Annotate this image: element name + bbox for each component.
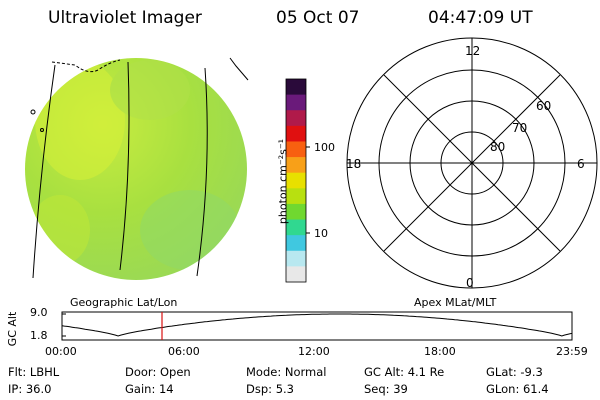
colorbar-segment — [286, 141, 306, 158]
orbit-altitude-plot — [61, 311, 573, 341]
colorbar-segment — [286, 250, 306, 267]
uv-image-disk — [25, 57, 249, 280]
colorbar-unit-label: photon cm⁻²s⁻¹ — [276, 138, 290, 225]
orbit-xtick: 06:00 — [168, 345, 200, 358]
colorbar-segment — [286, 125, 306, 142]
longitude-line — [119, 61, 130, 271]
status-glat: GLat: -9.3 — [486, 365, 543, 379]
mlt-label-12: 12 — [465, 44, 481, 58]
mlat-label-70: 70 — [512, 121, 528, 135]
status-flt: Flt: LBHL — [8, 365, 60, 379]
orbit-xtick: 12:00 — [298, 345, 330, 358]
orbit-xtick: 18:00 — [424, 345, 456, 358]
status-door: Door: Open — [125, 365, 191, 379]
status-dsp: Dsp: 5.3 — [246, 382, 294, 396]
mlat-label-80: 80 — [490, 140, 506, 154]
longitude-line — [32, 64, 56, 279]
colorbar-segment — [286, 203, 306, 221]
orbit-ytick-1-8: 1.8 — [30, 329, 48, 342]
polar-mlt-plot — [346, 37, 598, 289]
orbit-xtick: 23:59 — [556, 345, 588, 358]
coastline — [51, 59, 121, 73]
altitude-curve — [61, 313, 573, 337]
colorbar-tick-10: 10 — [314, 227, 328, 240]
colorbar-segment — [286, 79, 306, 96]
longitude-line — [196, 67, 208, 277]
date-label: 05 Oct 07 — [276, 8, 360, 28]
status-mode: Mode: Normal — [246, 365, 327, 379]
mlt-label-6: 6 — [577, 157, 585, 171]
coastline — [229, 57, 249, 81]
status-gcalt: GC Alt: 4.1 Re — [364, 365, 445, 379]
colorbar-segment — [286, 94, 306, 111]
colorbar-segment — [286, 219, 306, 236]
colorbar-segment — [286, 235, 306, 252]
orbit-ylabel: GC Alt — [6, 311, 19, 347]
colorbar-segment — [286, 266, 306, 283]
time-label: 04:47:09 UT — [428, 8, 533, 28]
mlt-label-18: 18 — [346, 157, 362, 171]
mlt-label-0: 0 — [466, 276, 474, 290]
status-glon: GLon: 61.4 — [486, 382, 549, 396]
polar-caption: Apex MLat/MLT — [414, 296, 497, 309]
instrument-title: Ultraviolet Imager — [48, 8, 202, 28]
colorbar-segment — [286, 188, 306, 205]
orbit-ytick-9: 9.0 — [30, 306, 48, 319]
image-caption: Geographic Lat/Lon — [70, 296, 178, 309]
mlat-label-60: 60 — [536, 99, 552, 113]
status-gain: Gain: 14 — [125, 382, 174, 396]
status-seq: Seq: 39 — [364, 382, 408, 396]
colorbar — [286, 79, 306, 283]
status-ip: IP: 36.0 — [8, 382, 52, 396]
colorbar-segment — [286, 110, 306, 127]
colorbar-segment — [286, 157, 306, 174]
colorbar-tick-100: 100 — [314, 141, 335, 154]
orbit-xtick: 00:00 — [45, 345, 77, 358]
colorbar-segment — [286, 172, 306, 189]
